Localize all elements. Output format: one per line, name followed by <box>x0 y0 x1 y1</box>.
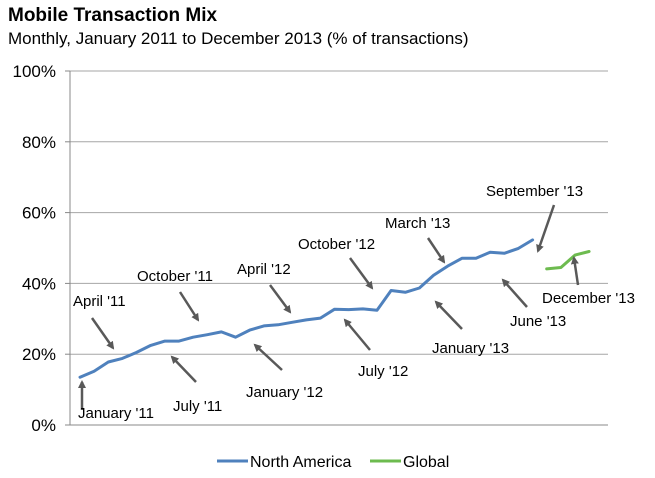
annotation-label: July '11 <box>173 398 222 415</box>
annotation-arrow <box>426 237 446 264</box>
annotation-arrow <box>343 318 371 351</box>
annotation-arrow <box>170 355 197 383</box>
annotation-label: December '13 <box>542 290 635 307</box>
annotation-label: October '11 <box>137 268 213 285</box>
y-tick-label: 60% <box>22 204 56 223</box>
annotation-arrow <box>434 300 463 330</box>
y-axis-ticks: 0% 20% 40% 60% 80% 100% <box>13 62 56 435</box>
series-line-north-america <box>78 238 535 379</box>
annotation-arrow <box>90 317 115 350</box>
annotation-label: October '12 <box>298 236 375 253</box>
series-lines <box>78 238 591 379</box>
annotation-label: April '11 <box>73 293 126 310</box>
y-tick-label: 0% <box>31 416 56 435</box>
legend-label-global: Global <box>403 454 449 471</box>
y-tick-label: 80% <box>22 133 56 152</box>
series-line-global <box>545 250 591 271</box>
gridlines <box>65 70 608 426</box>
annotation-label: March '13 <box>385 215 450 232</box>
y-tick-label: 20% <box>22 345 56 364</box>
annotation-arrow <box>268 284 292 314</box>
annotation-arrow <box>253 343 283 371</box>
annotation-label: June '13 <box>510 313 566 330</box>
chart-title: Mobile Transaction Mix <box>8 5 218 26</box>
y-tick-label: 100% <box>13 62 56 81</box>
annotation-arrow <box>570 256 580 286</box>
annotation-label: September '13 <box>486 183 583 200</box>
annotation-arrow <box>348 257 374 290</box>
chart-subtitle: Monthly, January 2011 to December 2013 (… <box>8 29 469 48</box>
annotation-arrow <box>501 278 528 308</box>
annotation-arrow <box>536 204 556 253</box>
annotation-label: January '11 <box>78 405 154 422</box>
annotation-arrow <box>178 291 200 322</box>
legend-label-north-america: North America <box>250 454 351 471</box>
annotation-label: April '12 <box>237 261 291 278</box>
y-tick-label: 40% <box>22 274 56 293</box>
annotation-label: January '13 <box>432 340 509 357</box>
annotations: January '11 April '11 July '11 October '11 J… <box>73 183 635 422</box>
annotation-label: January '12 <box>246 384 323 401</box>
annotation-label: July '12 <box>358 363 408 380</box>
legend: North America Global <box>217 454 449 471</box>
